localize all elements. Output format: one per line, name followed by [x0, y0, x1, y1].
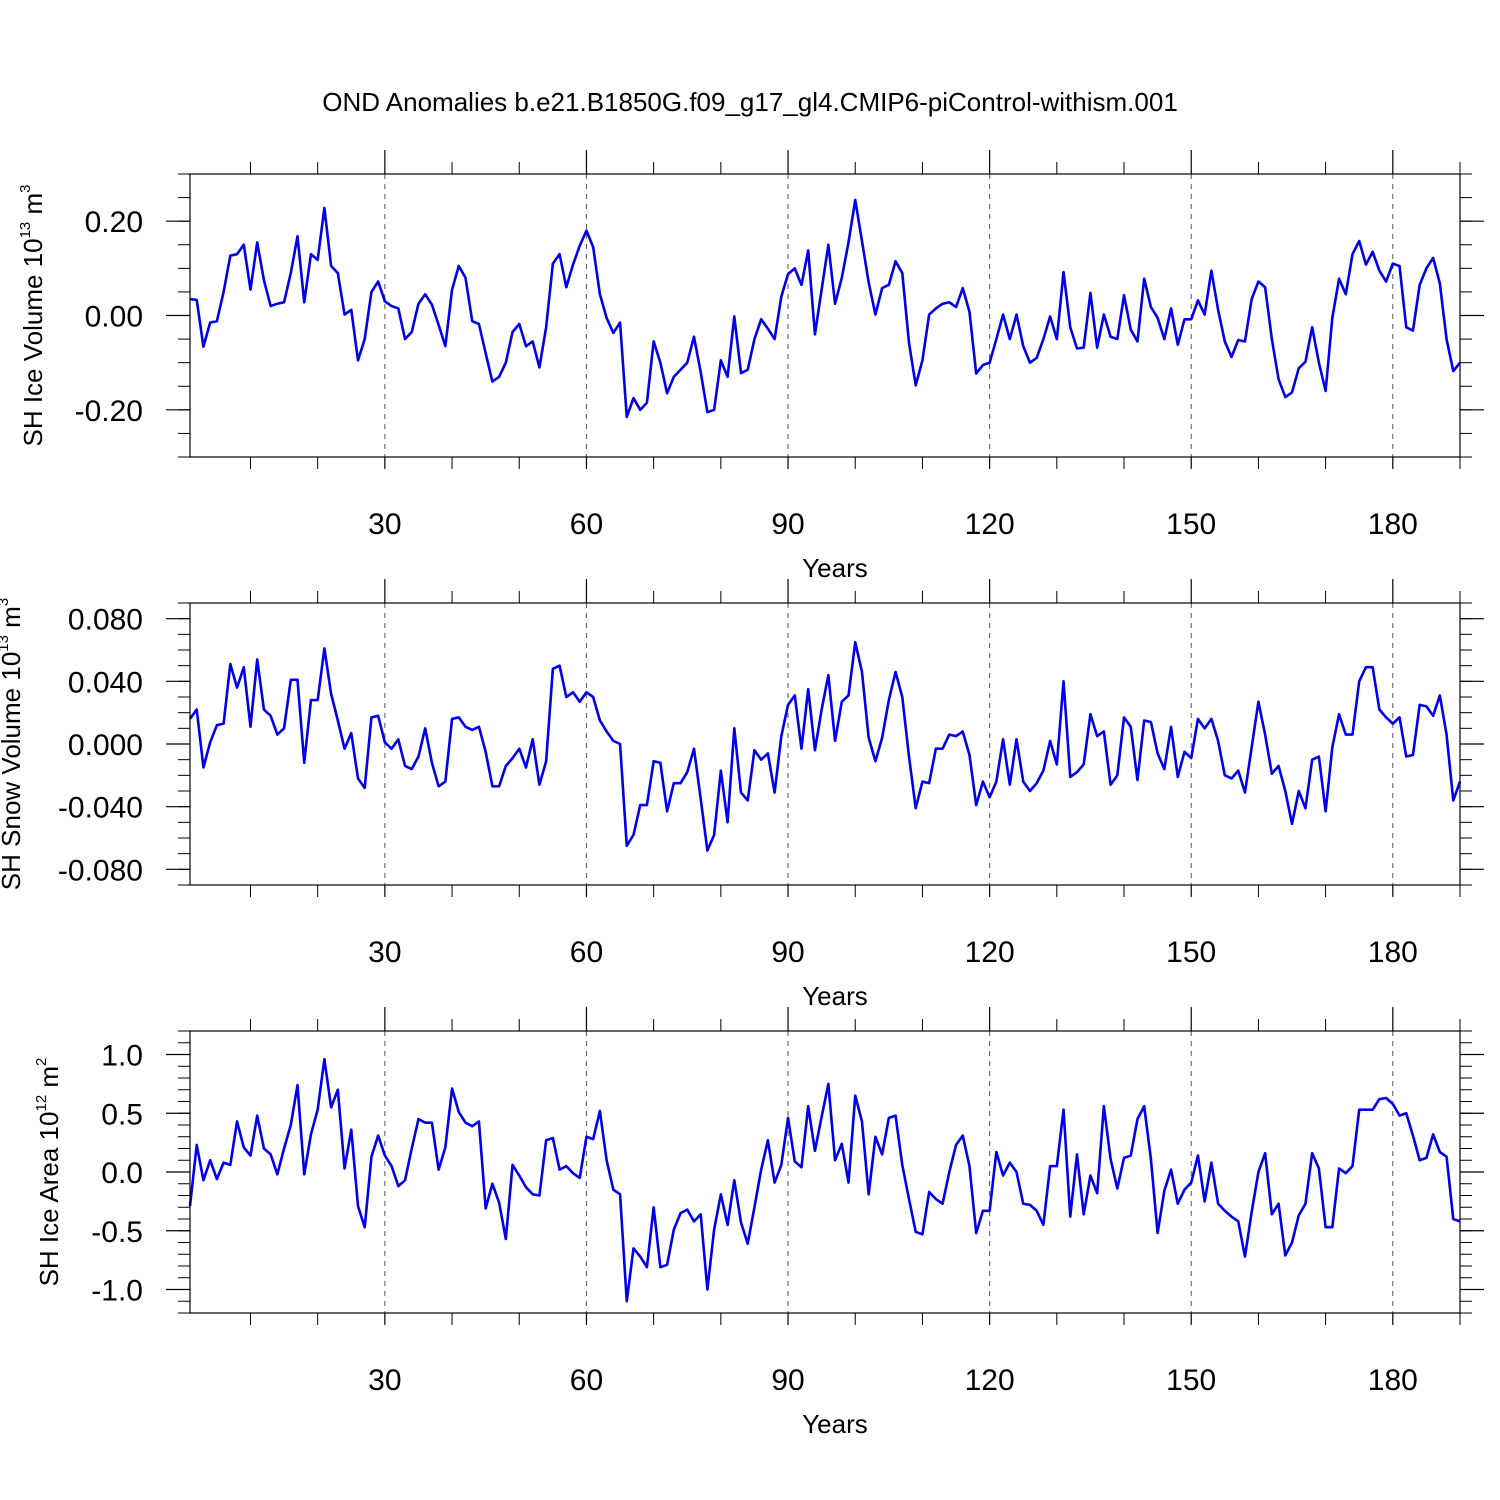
- panel-snow-volume: 30 60 90 120 150 180 -0.080 -0.040 0.000 0.040 0.0…: [0, 579, 1484, 1011]
- y-tick-label: -0.040: [58, 792, 143, 825]
- x-tick-label: 180: [1368, 936, 1418, 969]
- y-label-main: SH Ice Area 10: [34, 1112, 64, 1287]
- x-tick-label: 150: [1166, 936, 1216, 969]
- y-tick-label: 0.20: [85, 206, 143, 239]
- series-line: [188, 640, 1462, 852]
- y-tick-label: 0.5: [101, 1098, 143, 1131]
- x-tick-label: 120: [965, 508, 1015, 541]
- plot-frame: [189, 1030, 1461, 1314]
- y-label-exponent: 13: [17, 222, 34, 239]
- y-tick-label: -1.0: [91, 1275, 143, 1308]
- series-line: [188, 1057, 1461, 1303]
- y-label-unit: m: [34, 1066, 64, 1095]
- y-tick-label: -0.5: [91, 1216, 143, 1249]
- y-label-unit: m: [0, 606, 26, 635]
- plot-frame: [189, 602, 1461, 886]
- y-label-unit-exponent: 2: [33, 1058, 50, 1066]
- y-label-exponent: 13: [0, 635, 12, 652]
- y-tick-label: 0.00: [85, 301, 143, 334]
- y-tick-label: 0.040: [68, 666, 143, 699]
- panels: 30 60 90 120 150 180 -0.20 0.00 0.20 Years SH Ice …: [0, 150, 1484, 1439]
- x-tick-label: 180: [1368, 1364, 1418, 1397]
- panel-ice-volume: 30 60 90 120 150 180 -0.20 0.00 0.20 Years SH Ice …: [17, 150, 1484, 583]
- x-tick-label: 90: [771, 1364, 804, 1397]
- y-tick-label: 0.080: [68, 604, 143, 637]
- y-label-unit-exponent: 3: [17, 184, 34, 192]
- y-axis-label: SH Snow Volume 1013 m3: [0, 598, 26, 890]
- x-tick-label: 60: [570, 508, 603, 541]
- x-tick-label: 150: [1166, 508, 1216, 541]
- y-tick-label: 0.0: [101, 1157, 143, 1190]
- x-tick-label: 90: [771, 508, 804, 541]
- x-axis-label: Years: [802, 981, 868, 1011]
- y-tick-label: 0.000: [68, 729, 143, 762]
- y-axis-label: SH Ice Area 1012 m2: [33, 1058, 64, 1287]
- x-tick-label: 120: [965, 936, 1015, 969]
- y-tick-label: 1.0: [101, 1040, 143, 1073]
- y-label-unit: m: [18, 193, 48, 222]
- y-tick-label: -0.20: [75, 395, 143, 428]
- y-axis-label: SH Ice Volume 1013 m3: [17, 184, 48, 446]
- x-axis-label: Years: [802, 553, 868, 583]
- x-tick-label: 60: [570, 936, 603, 969]
- x-tick-label: 150: [1166, 1364, 1216, 1397]
- x-tick-label: 30: [368, 508, 401, 541]
- y-label-main: SH Ice Volume 10: [18, 238, 48, 446]
- y-tick-label: -0.080: [58, 854, 143, 887]
- chart-title: OND Anomalies b.e21.B1850G.f09_g17_gl4.C…: [322, 87, 1178, 117]
- x-tick-label: 30: [368, 936, 401, 969]
- y-label-main: SH Snow Volume 10: [0, 652, 26, 890]
- y-label-exponent: 12: [33, 1095, 50, 1112]
- x-axis-label: Years: [802, 1409, 868, 1439]
- x-tick-label: 30: [368, 1364, 401, 1397]
- x-tick-label: 60: [570, 1364, 603, 1397]
- x-tick-label: 180: [1368, 508, 1418, 541]
- y-label-unit-exponent: 3: [0, 598, 12, 606]
- series-line: [189, 198, 1462, 419]
- x-tick-label: 120: [965, 1364, 1015, 1397]
- x-tick-label: 90: [771, 936, 804, 969]
- panel-ice-area: 30 60 90 120 150 180 -1.0 -0.5 0.0 0.5 1.0 Years SH …: [33, 1007, 1484, 1439]
